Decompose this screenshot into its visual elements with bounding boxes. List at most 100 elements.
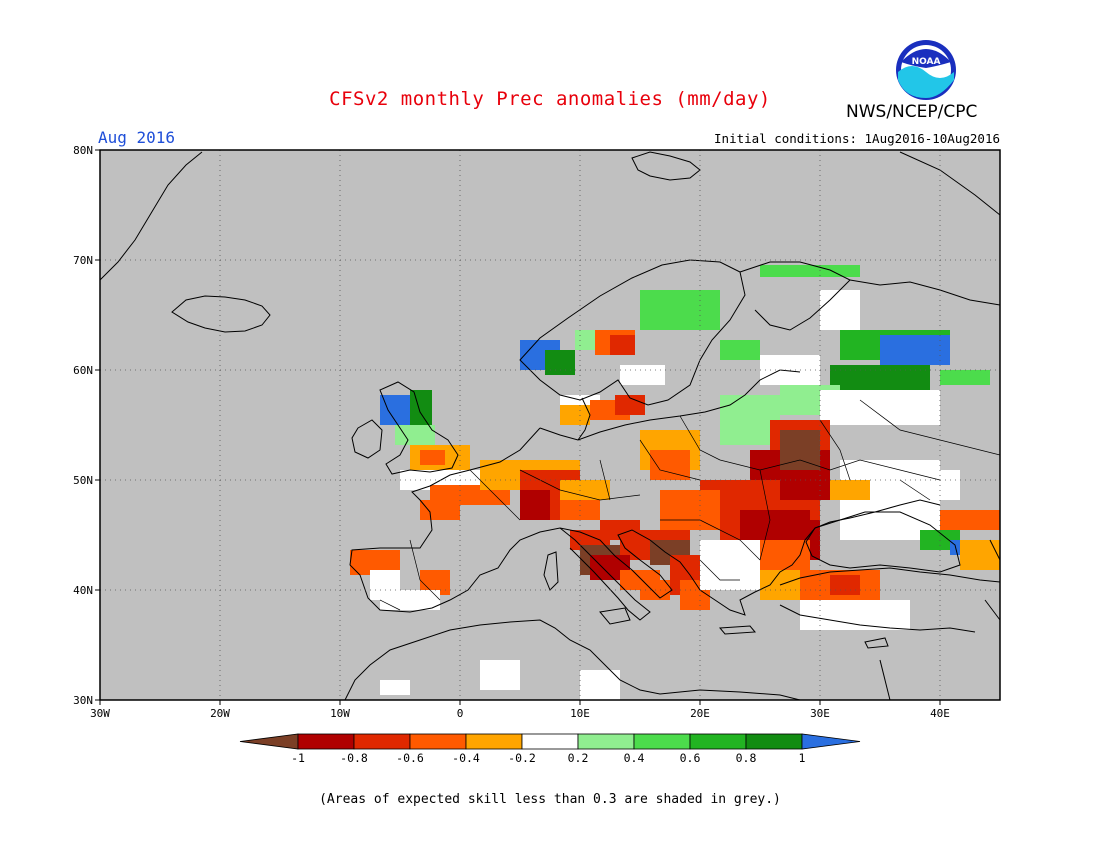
colorbar-label: -0.8 (340, 751, 368, 765)
colorbar-segment (745, 733, 803, 750)
coastline-scandinavia (519, 259, 746, 406)
anomaly-cell (580, 670, 620, 700)
coastlines (99, 151, 1001, 701)
colorbar-label: -1 (291, 751, 305, 765)
coastline-sardinia (543, 551, 559, 591)
anomaly-cell (780, 430, 820, 470)
colorbar-segment (465, 733, 523, 750)
colorbar-high-arrow (801, 733, 861, 750)
anomaly-cell (480, 660, 520, 690)
coastline-jutland (577, 397, 591, 441)
axis-ticks (95, 149, 941, 705)
anomaly-cell (820, 290, 860, 330)
colorbar-segment (409, 733, 467, 750)
skill-footnote: (Areas of expected skill less than 0.3 a… (319, 792, 781, 807)
colorbar-segment (353, 733, 411, 750)
noaa-logo-sky (901, 49, 951, 68)
anomaly-cell (620, 365, 665, 385)
coastline-crete (718, 625, 757, 635)
coastline-turkey (779, 567, 1001, 633)
organization-label: NWS/NCEP/CPC (846, 102, 978, 122)
colorbar-segment (521, 733, 579, 750)
coastline-black-sea (805, 511, 961, 573)
anomaly-cell (380, 680, 410, 695)
colorbar-label: 0.4 (624, 751, 645, 765)
coastline-iceland (171, 295, 271, 333)
anomaly-cell (650, 450, 690, 480)
anomaly-cell (820, 390, 940, 425)
coastline-sicily (599, 607, 631, 625)
lat-tick-label: 70N (73, 254, 93, 267)
colorbar-label: 1 (799, 751, 806, 765)
coastline-kola (739, 261, 851, 331)
map-frame (99, 149, 1001, 701)
anomaly-cell (960, 540, 1000, 570)
coastline-italy (559, 527, 651, 621)
anomaly-cell (720, 340, 760, 360)
chart-title: CFSv2 monthly Prec anomalies (mm/day) (329, 88, 771, 110)
coastline-white-sea-east (849, 279, 1001, 306)
lat-tick-label: 30N (73, 694, 93, 707)
lat-tick-label: 40N (73, 584, 93, 597)
anomaly-cell (660, 490, 720, 530)
anomaly-cell (545, 350, 575, 375)
lon-tick-label: 0 (457, 707, 464, 720)
colorbar-label: -0.4 (452, 751, 480, 765)
coastline-novaya-zemlya (899, 151, 1001, 216)
colorbar-segment (689, 733, 747, 750)
anomaly-cell (880, 335, 950, 365)
anomaly-cell (800, 600, 910, 630)
coastline-ireland (351, 419, 383, 459)
lat-tick-label: 80N (73, 144, 93, 157)
lon-tick-label: 10E (570, 707, 590, 720)
anomaly-cell (940, 510, 1000, 530)
lon-tick-label: 20E (690, 707, 710, 720)
coastline-caspian (984, 539, 1001, 621)
colorbar-low-arrow (239, 733, 299, 750)
anomaly-cell (900, 470, 960, 500)
coastline-greenland (99, 151, 203, 281)
noaa-logo-text: NOAA (912, 57, 941, 67)
anomaly-cell (520, 490, 550, 520)
colorbar: -1 -0.8 -0.6 -0.4 -0.2 0.2 0.4 0.6 0.8 1 (239, 733, 861, 765)
coastline-cyprus (864, 637, 889, 649)
colorbar-label: 0.6 (680, 751, 701, 765)
colorbar-label: 0.8 (736, 751, 757, 765)
colorbar-label: 0.2 (568, 751, 589, 765)
anomaly-cell (395, 425, 435, 445)
noaa-logo-wave (898, 66, 954, 98)
colorbar-segment (577, 733, 635, 750)
anomaly-cell (700, 540, 760, 590)
anomaly-cell (410, 390, 432, 425)
anomaly-cell (420, 500, 460, 520)
anomaly-cell (640, 290, 720, 330)
colorbar-label: -0.2 (508, 751, 536, 765)
lon-tick-label: 40E (930, 707, 950, 720)
anomaly-cell (560, 405, 590, 425)
lat-tick-label: 60N (73, 364, 93, 377)
month-label: Aug 2016 (98, 128, 176, 147)
anomaly-cell (615, 395, 645, 415)
colorbar-label: -0.6 (396, 751, 424, 765)
anomaly-cell (830, 480, 870, 500)
anomaly-cell (380, 590, 440, 610)
anomaly-cells (350, 265, 1000, 700)
anomaly-cell (610, 335, 635, 355)
anomaly-cell (560, 480, 610, 500)
lon-tick-label: 30W (90, 707, 110, 720)
lon-tick-label: 20W (210, 707, 230, 720)
coastline-great-britain (379, 381, 459, 475)
noaa-logo: NOAA (896, 40, 956, 100)
graticule (100, 150, 1000, 700)
coastline-north-africa (344, 619, 801, 701)
initial-conditions-label: Initial conditions: 1Aug2016-10Aug2016 (714, 131, 1000, 146)
anomaly-cell (940, 370, 990, 385)
lat-tick-label: 50N (73, 474, 93, 487)
lon-tick-label: 10W (330, 707, 350, 720)
lon-tick-label: 30E (810, 707, 830, 720)
colorbar-segment (633, 733, 691, 750)
anomaly-cell (760, 265, 860, 277)
colorbar-segment (297, 733, 355, 750)
coastline-svalbard (631, 151, 701, 181)
